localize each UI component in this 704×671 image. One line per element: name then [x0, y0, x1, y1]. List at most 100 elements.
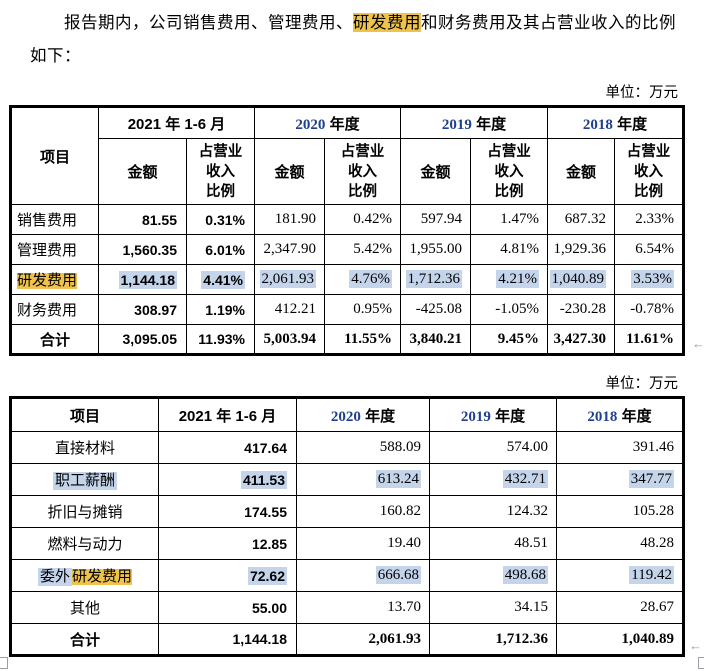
table-cell: 34.15 [429, 591, 557, 624]
intro-text-after: 和财务费用及其占营业收入的比例如下： [30, 13, 676, 65]
ratio-line: 收入 [348, 163, 377, 180]
table-cell: 411.53 [158, 463, 297, 496]
row-label-total: 合计 [10, 324, 99, 355]
table-row-total: 合计 3,095.05 11.93% 5,003.94 11.55% 3,840… [10, 324, 684, 355]
header-item: 项目 [10, 106, 99, 205]
table-cell: 11.61% [614, 324, 684, 355]
table-cell: 6.01% [186, 234, 255, 265]
table-cell: 4.76% [324, 264, 401, 295]
highlighted-value: 498.68 [502, 566, 548, 584]
table-row-outsourced-rd: 委外 研发费用 72.62 666.68 498.68 119.42 [10, 559, 684, 592]
period-suffix: 年度 [617, 407, 652, 425]
table-cell: 3,427.30 [547, 324, 615, 355]
table-cell: 1.19% [186, 294, 255, 325]
intro-highlight-rd-expense: 研发费用 [353, 13, 421, 32]
table-cell: 666.68 [296, 559, 430, 592]
table-cell: 2,347.90 [254, 234, 325, 265]
header-period-2018: 2018 年度 [556, 397, 684, 432]
row-label: 财务费用 [10, 294, 99, 325]
table-cell: 160.82 [296, 495, 430, 528]
row-label: 委外 研发费用 [10, 559, 159, 592]
label-highlight-blue: 委外 [37, 568, 72, 586]
highlighted-value: 4.41% [201, 270, 245, 289]
ratio-line: 比例 [206, 183, 235, 200]
period-suffix: 年度 [612, 115, 648, 133]
table-cell: 412.21 [254, 294, 325, 325]
intro-paragraph: 报告期内，公司销售费用、管理费用、研发费用和财务费用及其占营业收入的比例如下： [30, 6, 676, 72]
table-cell: 1,560.35 [98, 234, 187, 265]
anchor-box-icon [698, 657, 704, 669]
table-cell: 1,712.36 [400, 264, 471, 295]
table-cell: 588.09 [296, 431, 430, 464]
table-cell: 574.00 [429, 431, 557, 464]
subheader-ratio-2018: 占营业 收入 比例 [614, 138, 684, 205]
table-cell: 391.46 [556, 431, 684, 464]
table-cell: 4.21% [470, 264, 548, 295]
table-cell: 5.42% [324, 234, 401, 265]
table-cell: 13.70 [296, 591, 430, 624]
table-row-finance-expense: 财务费用 308.97 1.19% 412.21 0.95% -425.08 -… [10, 294, 684, 325]
paragraph-return-mark-icon: ← [689, 638, 702, 653]
subheader-amount-2018: 金额 [547, 138, 615, 205]
ratio-line: 占营业 [487, 143, 531, 160]
table-row-total: 合计 1,144.18 2,061.93 1,712.36 1,040.89 [10, 623, 684, 656]
table-cell: 1,040.89 [556, 623, 684, 656]
table-cell: 417.64 [158, 431, 297, 464]
subheader-ratio-2021: 占营业 收入 比例 [186, 138, 255, 205]
table-cell: 119.42 [556, 559, 684, 592]
highlighted-value: 72.62 [247, 566, 287, 585]
table-cell: 6.54% [614, 234, 684, 265]
header-item: 项目 [10, 397, 159, 432]
period-suffix: 年度 [471, 115, 507, 133]
table-cell: 2.33% [614, 204, 684, 235]
table-cell: 1,712.36 [429, 623, 557, 656]
year-2021: 2021 [127, 115, 162, 133]
header-period-2019: 2019 年度 [429, 397, 557, 432]
table-cell: 1,929.36 [547, 234, 615, 265]
table-row-rd-expense: 研发费用 1,144.18 4.41% 2,061.93 4.76% 1,712… [10, 264, 684, 295]
year-2020: 2020 [295, 116, 326, 133]
row-label: 销售费用 [10, 204, 99, 235]
table-row-staff-compensation: 职工薪酬 411.53 613.24 432.71 347.77 [10, 463, 684, 496]
period-suffix: 年 1-6 月 [161, 115, 226, 133]
table-cell: -230.28 [547, 294, 615, 325]
table-cell: 181.90 [254, 204, 325, 235]
table-row-other: 其他 55.00 13.70 34.15 28.67 [10, 591, 684, 624]
table-cell: 48.28 [556, 527, 684, 560]
ratio-line: 收入 [494, 163, 524, 180]
table-cell: 308.97 [98, 294, 187, 325]
table-cell: 687.32 [547, 204, 615, 235]
table-cell: -425.08 [400, 294, 471, 325]
highlighted-value: 4.76% [349, 270, 392, 288]
subheader-amount-2020: 金额 [254, 138, 325, 205]
highlighted-value: 1,040.89 [549, 270, 606, 288]
table-cell: 19.40 [296, 527, 430, 560]
table-cell: 432.71 [429, 463, 557, 496]
table-cell: 1,040.89 [547, 264, 615, 295]
ratio-line: 占营业 [198, 143, 243, 160]
table-cell: 1.47% [470, 204, 548, 235]
period-suffix: 年度 [360, 407, 396, 425]
highlighted-value: 1,144.18 [118, 270, 177, 289]
highlighted-value: 119.42 [629, 566, 674, 584]
table-cell: 1,144.18 [98, 264, 187, 295]
period-suffix: 年 1-6 月 [212, 407, 277, 425]
header-period-2020: 2020 年度 [296, 397, 430, 432]
table-cell: 0.95% [324, 294, 401, 325]
subheader-amount-2021: 金额 [98, 138, 187, 205]
ratio-line: 占营业 [626, 143, 671, 160]
header-period-2018: 2018 年度 [547, 106, 684, 139]
table-cell: 124.32 [429, 495, 557, 528]
subheader-amount-2019: 金额 [400, 138, 471, 205]
header-period-2020: 2020 年度 [254, 106, 401, 139]
table-cell: 4.41% [186, 264, 255, 295]
row-label: 职工薪酬 [10, 463, 159, 496]
highlighted-value: 613.24 [375, 470, 421, 488]
rd-label-highlight: 研发费用 [17, 273, 78, 289]
table-cell: -1.05% [470, 294, 548, 325]
table-cell: 0.42% [324, 204, 401, 235]
highlighted-value: 666.68 [375, 566, 421, 584]
ratio-line: 收入 [634, 163, 663, 180]
header-period-2021: 2021 年 1-6 月 [98, 106, 255, 139]
ratio-line: 收入 [206, 163, 235, 180]
